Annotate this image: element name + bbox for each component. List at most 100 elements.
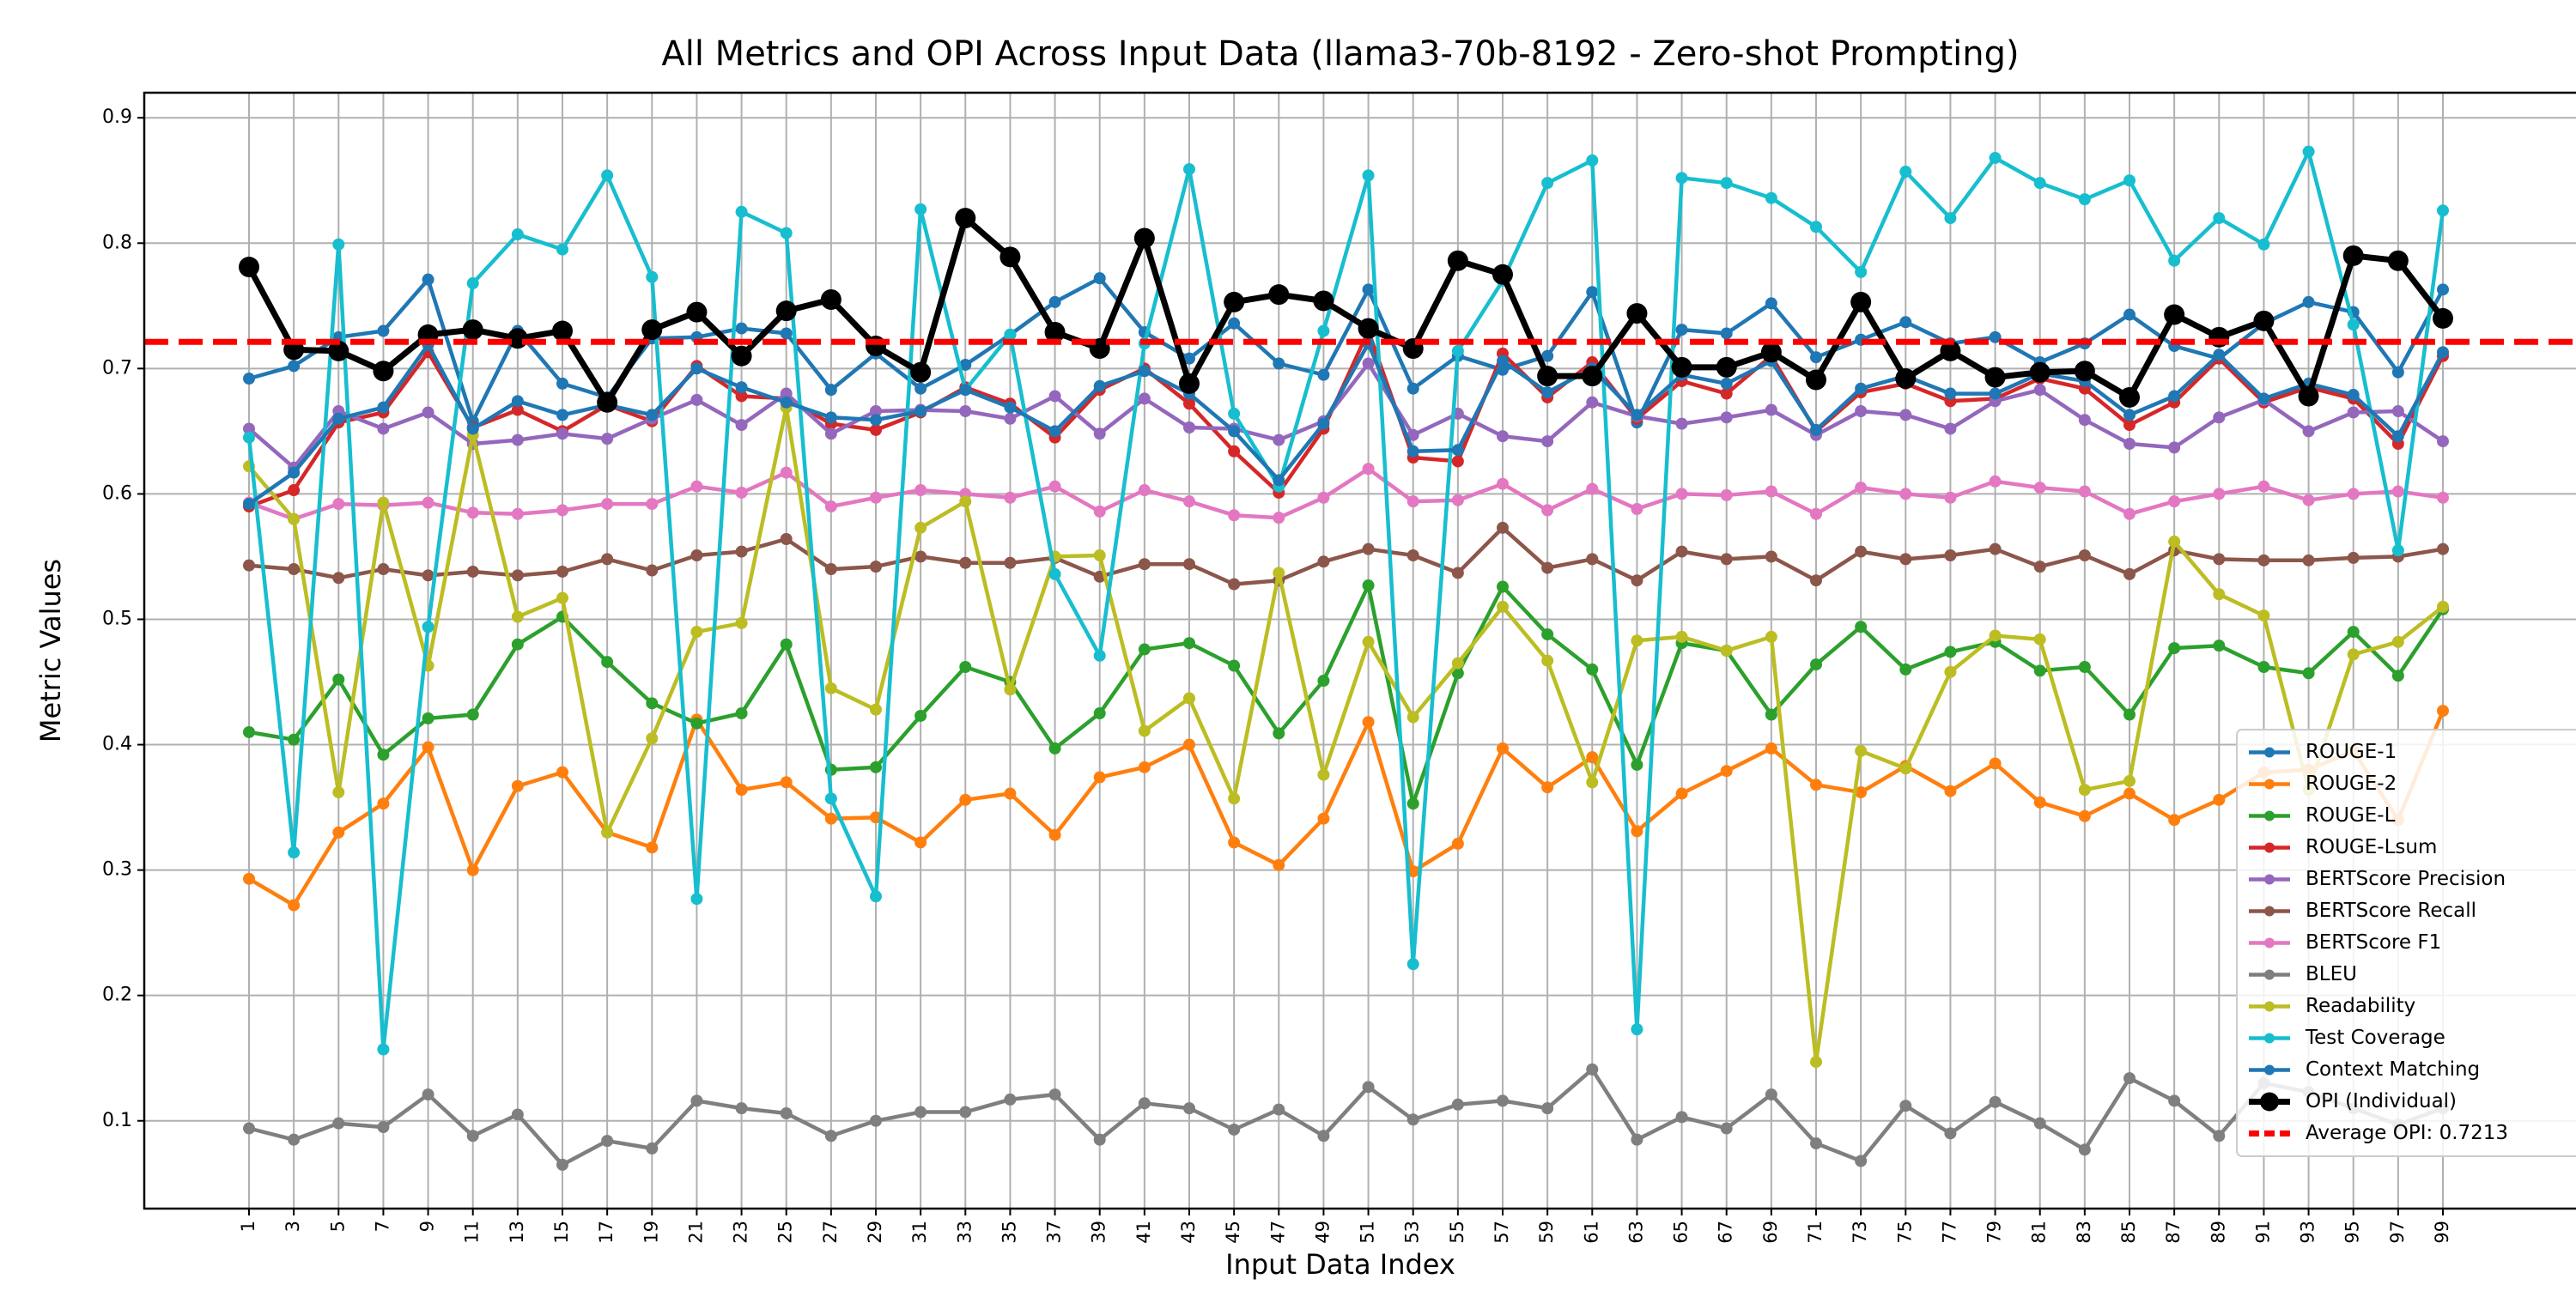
data-point (2433, 307, 2453, 329)
data-point (1810, 658, 1822, 671)
data-point (2387, 250, 2409, 271)
data-point (780, 396, 793, 409)
data-point (1093, 379, 1106, 392)
data-point (2033, 633, 2046, 646)
data-point (1586, 286, 1599, 299)
x-tick-label: 37 (1044, 1221, 1065, 1244)
data-point (870, 811, 882, 824)
data-point (511, 395, 524, 408)
legend-label: BERTScore Recall (2306, 900, 2476, 922)
data-point (1317, 324, 1330, 337)
data-point (377, 422, 390, 435)
y-axis-label: Metric Values (34, 559, 67, 742)
data-point (466, 506, 479, 519)
data-point (1760, 342, 1782, 363)
data-point (2437, 542, 2449, 555)
data-point (1899, 1100, 1912, 1112)
data-point (1586, 751, 1599, 764)
data-point (1228, 578, 1241, 591)
legend-entry: Context Matching (2249, 1058, 2480, 1081)
x-tick-label: 39 (1089, 1221, 1109, 1244)
data-point (1358, 318, 1379, 339)
y-tick-label: 0.1 (102, 1110, 132, 1131)
data-point (1406, 382, 1419, 395)
x-tick-label: 9 (417, 1221, 438, 1232)
data-point (239, 257, 259, 278)
data-point (288, 484, 301, 497)
legend-marker (2264, 874, 2275, 885)
data-point (1093, 771, 1106, 784)
data-point (959, 405, 972, 418)
data-point (1228, 1123, 1241, 1136)
data-point (1944, 785, 1957, 797)
series-line (248, 583, 2445, 806)
data-point (2391, 366, 2404, 379)
data-point (1810, 221, 1822, 233)
data-point (824, 792, 837, 805)
data-point (646, 841, 659, 854)
data-point (2078, 193, 2091, 206)
x-tick-label: 47 (1267, 1221, 1288, 1244)
data-point (646, 498, 659, 511)
data-point (288, 846, 301, 859)
legend-marker (2264, 747, 2275, 758)
data-point (780, 327, 793, 340)
y-tick-label: 0.4 (102, 734, 132, 755)
x-tick-label: 89 (2208, 1221, 2228, 1244)
data-point (288, 466, 301, 479)
data-point (690, 893, 703, 906)
data-point (1317, 812, 1330, 825)
data-point (243, 422, 255, 435)
data-point (866, 336, 886, 357)
data-point (2347, 648, 2360, 661)
x-tick-label: 95 (2342, 1221, 2363, 1244)
data-point (1004, 328, 1017, 341)
data-point (2168, 441, 2181, 454)
series-line (248, 525, 2444, 586)
data-point (511, 779, 524, 792)
data-point (1228, 407, 1241, 420)
data-point (1675, 787, 1688, 800)
data-point (914, 836, 927, 849)
data-point (1720, 327, 1733, 340)
data-point (1765, 708, 1777, 721)
series-line (247, 405, 2445, 1064)
data-point (601, 433, 614, 445)
x-tick-label: 59 (1536, 1221, 1557, 1244)
series-line (246, 149, 2445, 1052)
data-point (690, 393, 703, 406)
data-point (601, 656, 614, 669)
data-point (2078, 660, 2091, 673)
data-point (466, 1130, 479, 1143)
data-point (2347, 626, 2360, 639)
data-point (1944, 212, 1957, 225)
data-point (1497, 580, 1509, 593)
data-point (2213, 411, 2226, 424)
data-point (1138, 484, 1151, 497)
series-readability (243, 401, 2449, 1069)
data-point (780, 776, 793, 789)
series-lines (239, 145, 2453, 1171)
data-point (1138, 365, 1151, 378)
x-tick-label: 65 (1671, 1221, 1692, 1244)
data-point (1720, 177, 1733, 190)
data-point (1497, 521, 1509, 534)
data-point (1048, 480, 1061, 493)
legend-label: BLEU (2306, 963, 2357, 985)
data-point (1631, 574, 1643, 587)
data-point (1406, 549, 1419, 561)
data-point (780, 466, 793, 479)
data-point (1716, 356, 1737, 378)
data-point (288, 733, 301, 746)
data-point (243, 1122, 255, 1135)
x-tick-label: 7 (372, 1221, 392, 1232)
data-point (1631, 758, 1643, 771)
data-point (1048, 390, 1061, 403)
legend-entry: Average OPI: 0.7213 (2249, 1122, 2508, 1144)
data-point (1138, 761, 1151, 773)
series-line (248, 466, 2444, 521)
data-point (601, 1135, 614, 1148)
data-point (2257, 480, 2270, 493)
data-point (1406, 958, 1419, 971)
data-point (511, 569, 524, 582)
